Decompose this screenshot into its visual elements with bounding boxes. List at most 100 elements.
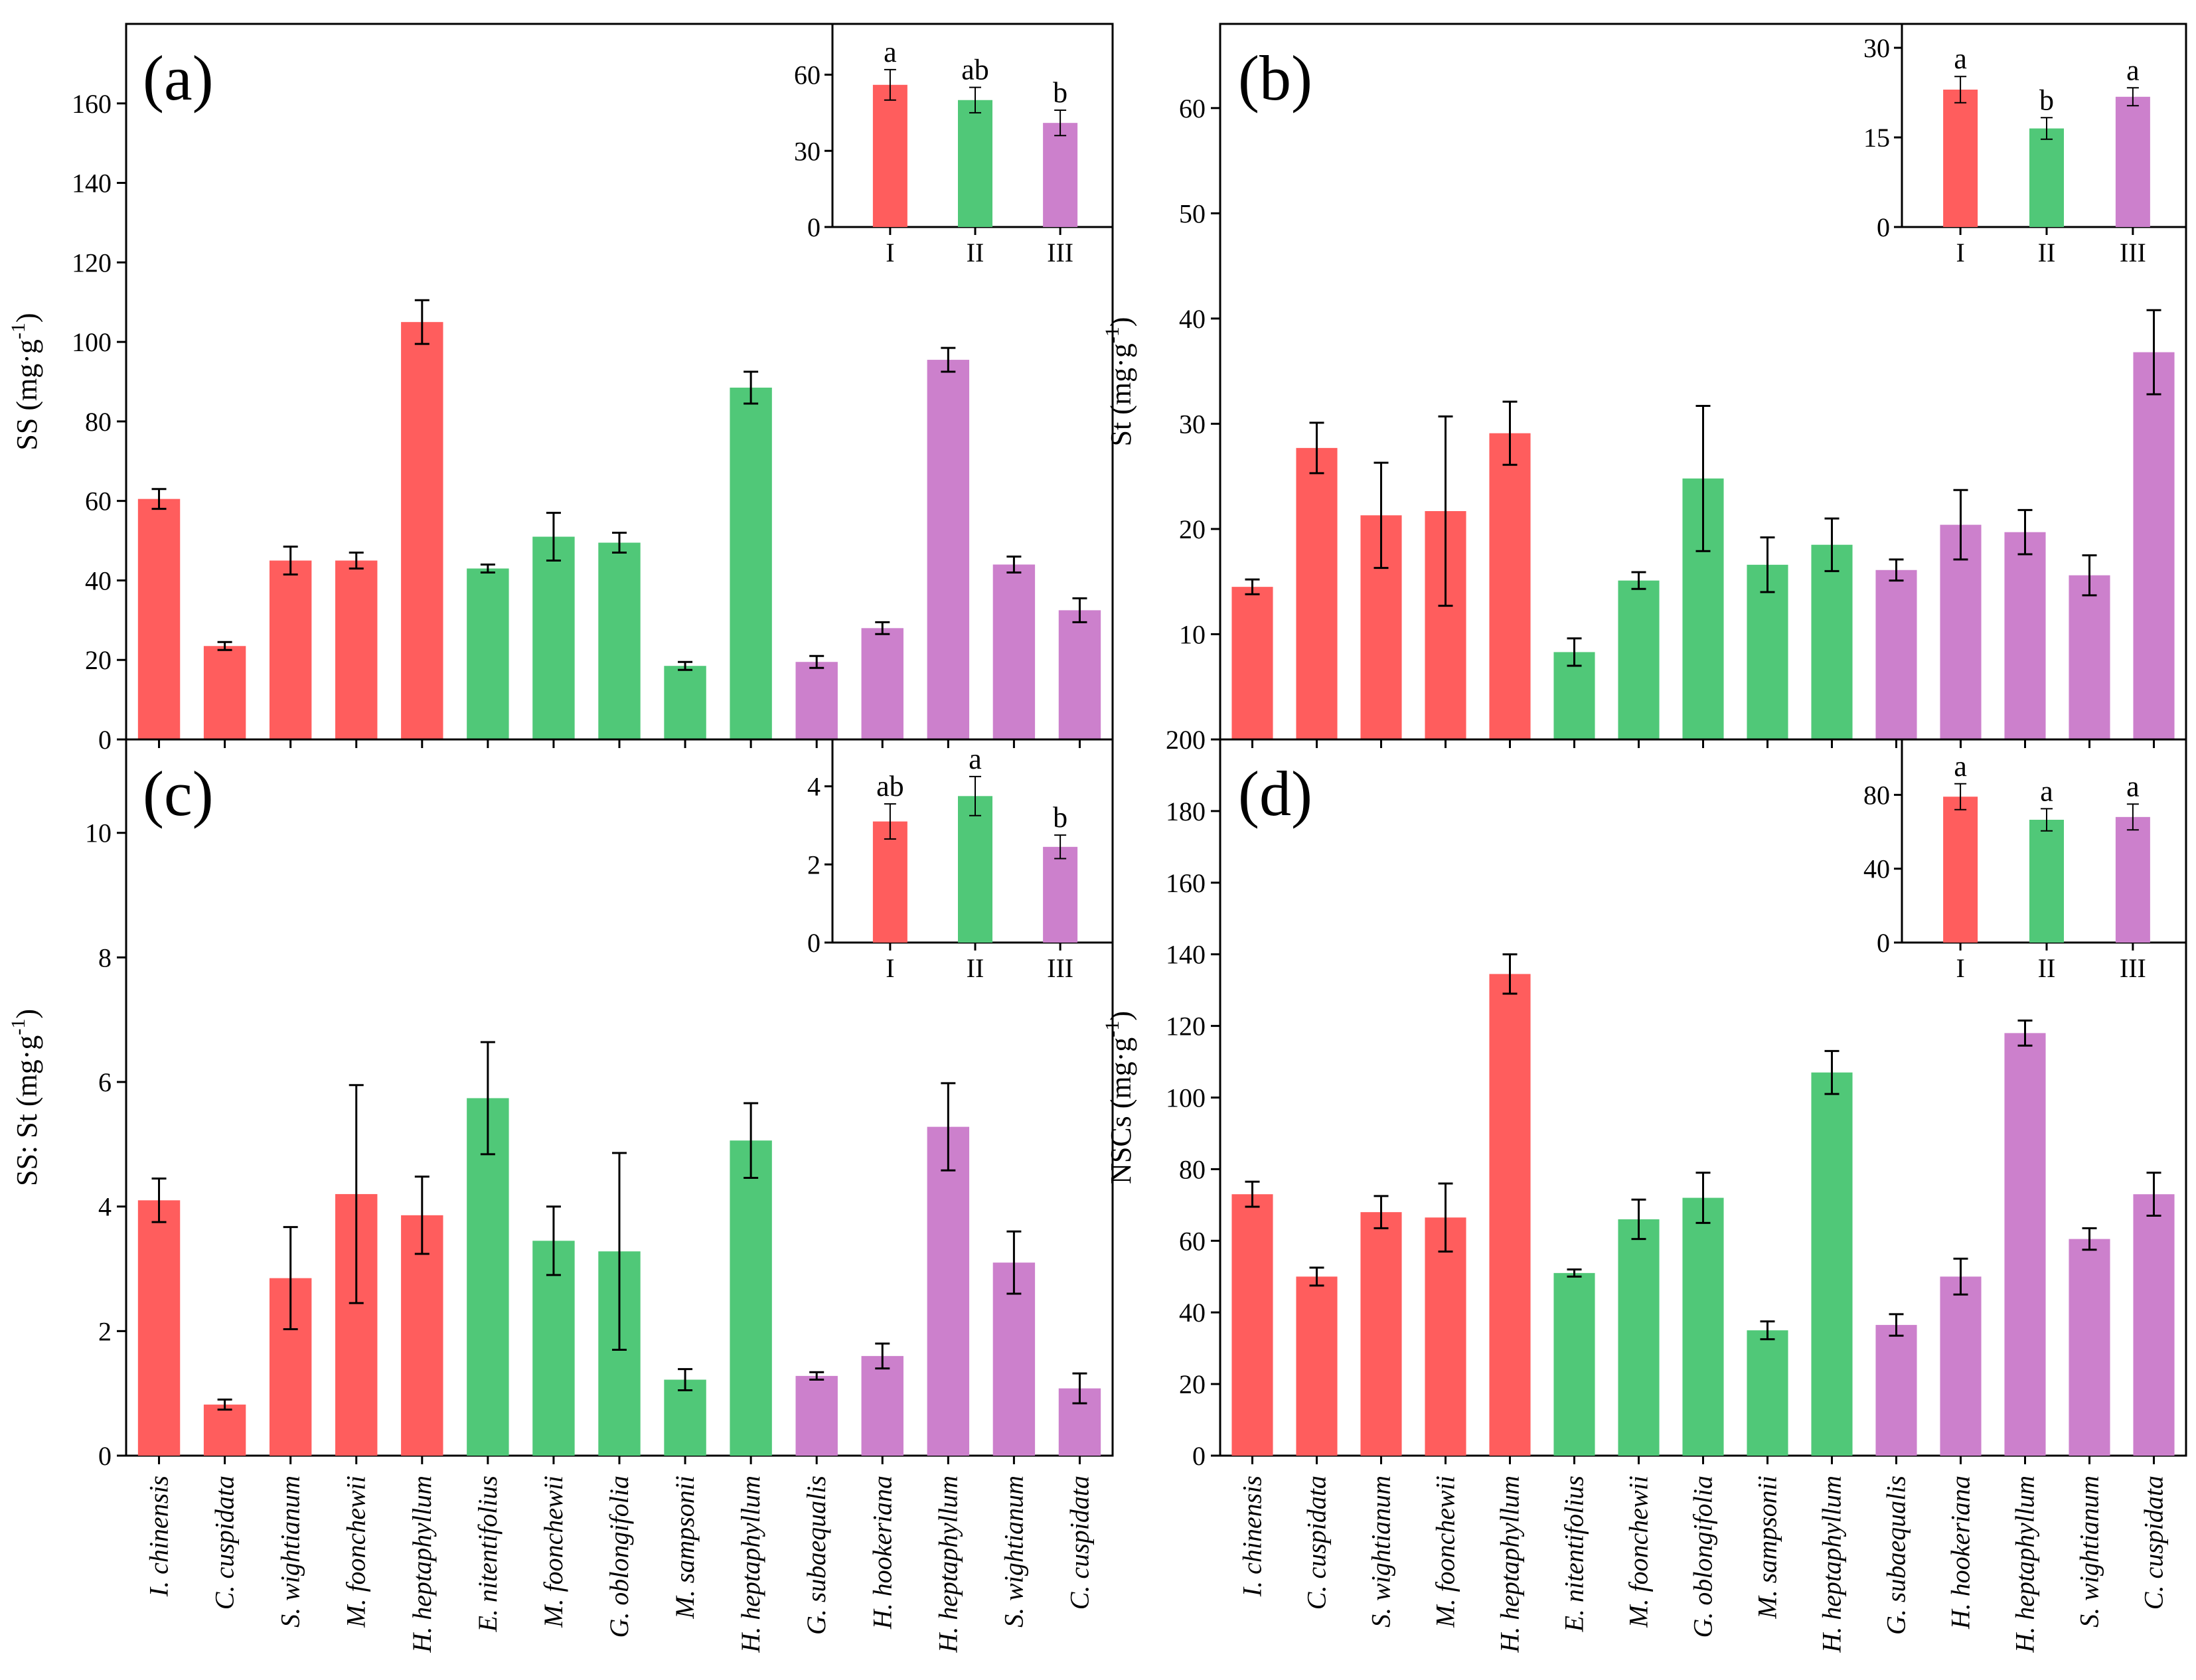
y-tick-label: 140	[1166, 940, 1206, 970]
bar	[927, 1126, 970, 1456]
y-tick-label: 20	[85, 645, 112, 675]
y-axis-label-main: NSCs (mg·g	[1105, 1037, 1137, 1184]
x-category-label: H. heptaphyllum	[407, 1476, 437, 1653]
inset-bar	[872, 821, 907, 943]
bar	[2004, 532, 2046, 739]
panel-d: 0 20 40 60 80 100 120 140 160 180 200 NSCs (mg·g-1)…	[1101, 725, 2187, 1653]
y-tick-label: 0	[98, 1441, 112, 1471]
y-tick-label: 120	[1166, 1012, 1206, 1041]
bar	[1296, 447, 1338, 739]
x-category-label: I. chinensis	[1237, 1476, 1267, 1597]
inset-x-tick-label: III	[1047, 238, 1073, 267]
inset-y-tick-label: 0	[807, 928, 821, 958]
y-axis-label-sup: -1	[7, 1019, 29, 1035]
bar	[1618, 580, 1660, 739]
bar	[598, 542, 641, 739]
y-tick-label: 180	[1166, 797, 1206, 826]
inset-x-tick-label: I	[1956, 238, 1964, 267]
inset-x-tick-label: III	[2120, 238, 2146, 267]
y-axis-label: SS: St (mg·g-1)	[7, 1009, 43, 1186]
y-tick-label: 60	[1179, 94, 1206, 123]
inset-bar	[2029, 128, 2064, 227]
inset-bar	[1043, 846, 1078, 943]
x-category-label: H. heptaphyllum	[1495, 1476, 1525, 1653]
y-tick-label: 50	[1179, 198, 1206, 228]
inset-bar	[958, 796, 992, 943]
inset-chart: 0 30 60 Ia II ab III b	[794, 23, 1114, 267]
bar	[1231, 1194, 1273, 1456]
y-axis-label: St (mg·g-1)	[1101, 317, 1137, 447]
x-category-label: S. wightianum	[1366, 1476, 1396, 1628]
bar	[1296, 1276, 1338, 1456]
inset-bar	[2115, 816, 2150, 943]
x-category-label: G. oblongifolia	[604, 1476, 634, 1638]
inset-x-tick-label: III	[1047, 953, 1073, 983]
bar	[1489, 433, 1531, 739]
bar	[467, 568, 509, 739]
bar	[992, 564, 1036, 739]
x-category-label: M. sampsonii	[1753, 1476, 1782, 1620]
bar	[1425, 1217, 1466, 1456]
panel-label: (d)	[1238, 758, 1312, 829]
bar	[401, 322, 443, 740]
inset-y-tick-label: 30	[1863, 33, 1890, 63]
significance-letter: a	[2040, 775, 2053, 807]
bar	[1875, 570, 1917, 739]
y-tick-label: 0	[98, 725, 112, 755]
significance-letter: ab	[961, 54, 989, 86]
y-tick-label: 10	[1179, 619, 1206, 649]
y-tick-label: 30	[1179, 409, 1206, 439]
x-category-label: H. heptaphyllum	[2010, 1476, 2040, 1653]
y-tick-label: 140	[72, 169, 112, 198]
y-tick-label: 2	[98, 1316, 112, 1346]
y-axis-label-close: )	[1105, 317, 1137, 327]
bar	[1553, 1272, 1595, 1456]
inset-y-tick-label: 80	[1863, 780, 1890, 810]
inset-bar	[2115, 96, 2150, 227]
x-category-label: H. heptaphyllum	[933, 1476, 963, 1653]
x-category-label: E. nitentifolius	[473, 1476, 503, 1633]
bar	[532, 536, 575, 739]
panel-a: 0 20 40 60 80 100 120 140 160 SS (mg·g-1) (a) 0 30 60…	[7, 23, 1114, 755]
y-axis-label-sup: -1	[1101, 327, 1123, 343]
significance-letter: a	[2126, 770, 2140, 802]
x-category-label: H. hookeriana	[867, 1476, 897, 1630]
y-axis-label-sup: -1	[7, 323, 29, 339]
y-axis-label-sup: -1	[1101, 1021, 1123, 1037]
inset-y-tick-label: 30	[794, 136, 821, 166]
inset-y-tick-label: 15	[1863, 123, 1890, 153]
inset-y-tick-label: 2	[807, 850, 821, 879]
y-tick-label: 80	[85, 407, 112, 437]
x-category-label: C. cuspidata	[1302, 1476, 1332, 1610]
x-category-label: G. oblongifolia	[1688, 1476, 1718, 1638]
bar	[1940, 524, 1982, 739]
bar	[203, 1405, 246, 1456]
panel-label: (b)	[1238, 42, 1312, 114]
significance-letter: a	[1954, 750, 1967, 783]
x-category-label: M. foonchewii	[1431, 1476, 1460, 1628]
significance-letter: a	[969, 743, 982, 775]
inset-x-tick-label: II	[967, 238, 984, 267]
y-tick-label: 40	[85, 566, 112, 595]
bar	[1875, 1325, 1917, 1456]
bar	[730, 1140, 772, 1456]
bar	[1811, 1072, 1853, 1456]
bar	[2069, 575, 2110, 739]
bar	[1940, 1276, 1982, 1456]
y-tick-label: 40	[1179, 1298, 1206, 1328]
x-category-label: S. wightianum	[275, 1476, 305, 1628]
significance-letter: a	[884, 36, 897, 68]
inset-x-tick-label: I	[886, 953, 894, 983]
bar	[467, 1098, 509, 1456]
bar	[795, 662, 838, 739]
bar	[269, 560, 312, 739]
x-category-label: G. subaequalis	[1881, 1476, 1911, 1635]
y-tick-label: 8	[98, 943, 112, 972]
bar	[2133, 1194, 2175, 1456]
bar	[1747, 1330, 1788, 1456]
y-axis-label: NSCs (mg·g-1)	[1101, 1011, 1137, 1184]
significance-letter: b	[1053, 801, 1067, 834]
y-tick-label: 10	[85, 818, 112, 848]
bar	[1811, 544, 1853, 739]
